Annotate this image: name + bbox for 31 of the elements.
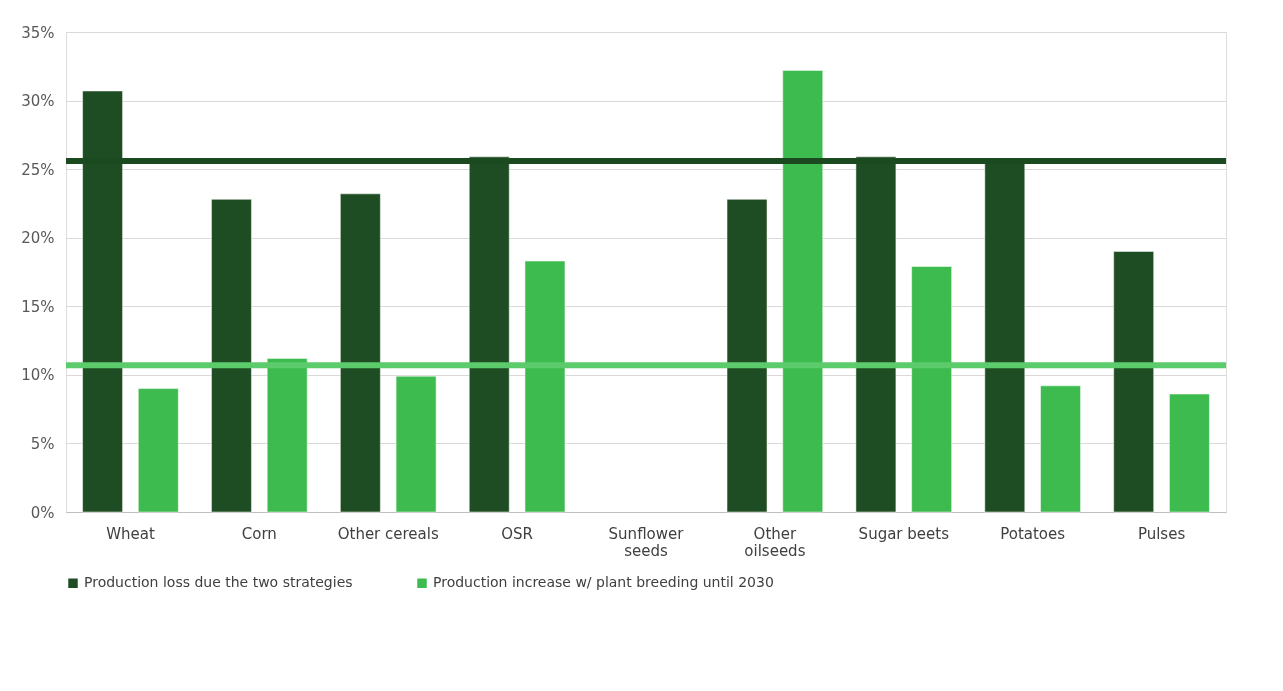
x-tick-label: Wheat	[106, 524, 155, 543]
legend-label: Production loss due the two strategies	[84, 574, 353, 591]
x-tick-label: Other oilseeds	[744, 524, 806, 560]
bar	[1113, 251, 1154, 513]
bar	[911, 266, 952, 513]
x-tick-label: Potatoes	[1000, 524, 1066, 543]
y-tick-label: 25%	[21, 160, 55, 179]
x-tick-label: Pulses	[1137, 524, 1186, 543]
legend-label: Production increase w/ plant breeding until 2030	[433, 574, 774, 591]
bar	[266, 358, 308, 513]
y-tick-label: 20%	[21, 229, 55, 248]
y-tick-label: 30%	[21, 92, 55, 111]
bar	[726, 199, 768, 513]
y-tick-label: 35%	[21, 23, 55, 42]
bar	[524, 260, 566, 513]
x-tick-label: Other cereals	[337, 524, 439, 543]
y-tick-label: 15%	[21, 297, 55, 316]
y-tick-label: 10%	[21, 366, 55, 385]
bar	[1169, 393, 1210, 513]
bar	[395, 375, 437, 513]
x-tick-label: OSR	[501, 524, 533, 543]
bar	[782, 70, 824, 513]
x-tick-label: Sunflower seeds	[608, 524, 685, 560]
bar	[138, 388, 179, 513]
x-tick-label: Sugar beets	[858, 524, 950, 543]
y-tick-label: 5%	[30, 434, 55, 453]
x-tick-label: Corn	[241, 524, 277, 543]
bar	[211, 199, 252, 513]
bar	[340, 193, 381, 513]
y-tick-label: 0%	[30, 503, 55, 522]
bar	[1040, 385, 1081, 513]
